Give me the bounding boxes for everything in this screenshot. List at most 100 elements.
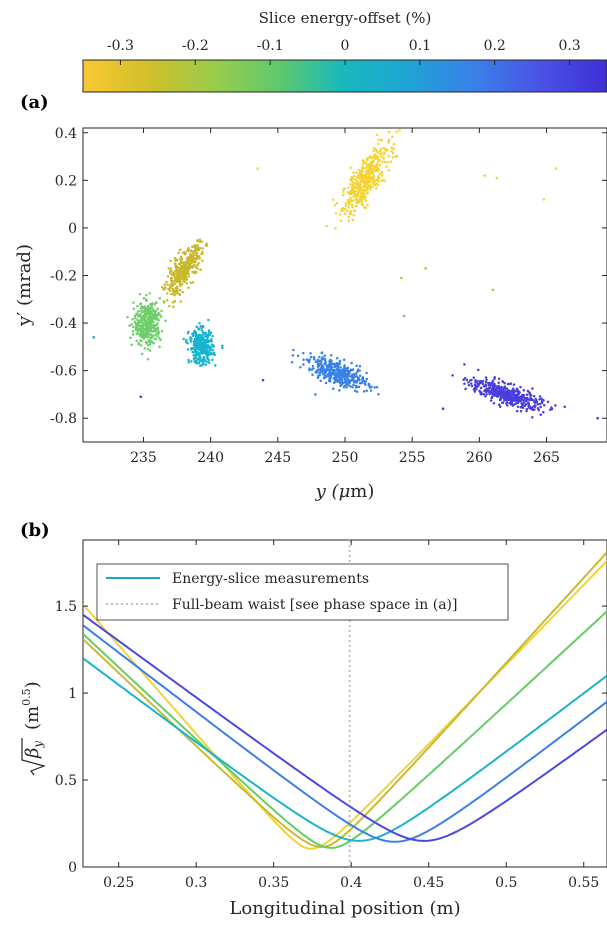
scatter-outlier (483, 174, 487, 177)
panel-a-ylabel: y′ (mrad) (14, 244, 35, 327)
scatter-point (529, 396, 532, 400)
scatter-point (200, 329, 204, 332)
scatter-point (367, 384, 371, 387)
scatter-point (183, 274, 187, 278)
scatter-point (318, 355, 321, 359)
scatter-point (362, 390, 366, 393)
scatter-point (197, 333, 201, 337)
scatter-point (395, 130, 398, 133)
scatter-point (338, 213, 342, 216)
panel-b-xlabel: Longitudinal position (m) (229, 898, 460, 919)
scatter-point (515, 393, 519, 397)
y-tick-label: 1.5 (55, 599, 77, 615)
scatter-point (550, 406, 553, 409)
scatter-point (149, 312, 153, 316)
scatter-point (178, 248, 182, 252)
scatter-point (381, 171, 384, 175)
scatter-point (524, 398, 528, 402)
scatter-point (152, 342, 155, 345)
scatter-point (390, 146, 393, 149)
scatter-point (189, 340, 193, 343)
scatter-outlier (424, 267, 427, 270)
scatter-point (360, 381, 364, 384)
scatter-point (135, 312, 138, 315)
scatter-point (197, 262, 200, 265)
scatter-point (187, 259, 190, 262)
scatter-point (493, 382, 496, 385)
scatter-point (170, 292, 173, 296)
scatter-point (195, 341, 198, 345)
scatter-point (158, 297, 162, 300)
scatter-point (364, 181, 367, 185)
scatter-point (357, 190, 360, 194)
scatter-point (357, 182, 360, 186)
scatter-point (509, 382, 512, 386)
scatter-point (179, 255, 183, 259)
scatter-point (153, 311, 156, 314)
scatter-point (356, 370, 359, 373)
scatter-point (347, 206, 350, 209)
scatter-point (327, 368, 331, 372)
scatter-point (538, 395, 542, 398)
scatter-point (194, 248, 198, 252)
scatter-point (354, 197, 358, 200)
scatter-outlier (314, 393, 317, 396)
scatter-point (302, 358, 305, 361)
scatter-point (149, 306, 153, 310)
scatter-point (153, 303, 157, 306)
scatter-point (391, 155, 394, 159)
scatter-point (130, 323, 133, 326)
scatter-point (309, 352, 312, 355)
scatter-point (147, 335, 150, 339)
scatter-point (177, 251, 181, 255)
scatter-point (538, 402, 542, 406)
scatter-point (463, 382, 466, 385)
scatter-point (350, 175, 353, 179)
scatter-point (527, 405, 531, 408)
scatter-point (505, 387, 509, 391)
y-tick-label: -0.2 (50, 268, 77, 284)
scatter-point (357, 174, 360, 177)
scatter-point (198, 346, 202, 349)
scatter-point (354, 372, 357, 375)
scatter-point (338, 376, 342, 380)
scatter-point (345, 386, 348, 389)
colorbar-tick-label: 0.3 (558, 38, 580, 54)
scatter-point (196, 351, 200, 354)
scatter-point (164, 319, 167, 322)
scatter-point (133, 320, 137, 323)
scatter-point (360, 173, 364, 176)
scatter-point (163, 287, 166, 291)
scatter-point (221, 344, 224, 348)
x-tick-label: 265 (533, 450, 560, 466)
scatter-point (540, 401, 544, 405)
beta-series-line (83, 560, 607, 850)
scatter-point (154, 337, 158, 340)
scatter-point (365, 377, 369, 381)
scatter-point (196, 239, 200, 243)
scatter-point (143, 313, 147, 317)
scatter-point (292, 348, 295, 352)
scatter-point (512, 383, 516, 386)
scatter-point (356, 368, 360, 371)
scatter-point (296, 354, 300, 357)
scatter-point (171, 290, 175, 293)
scatter-point (352, 380, 356, 384)
scatter-point (312, 357, 316, 361)
scatter-point (362, 379, 366, 383)
scatter-point (203, 332, 207, 336)
scatter-point (187, 286, 190, 290)
scatter-point (477, 383, 480, 386)
scatter-point (323, 370, 326, 374)
scatter-point (161, 285, 164, 289)
scatter-point (181, 291, 184, 294)
scatter-point (137, 343, 140, 346)
scatter-point (465, 378, 469, 382)
scatter-point (502, 387, 506, 390)
scatter-point (375, 157, 379, 160)
scatter-outlier (441, 407, 445, 410)
scatter-point (201, 250, 204, 254)
scatter-point (198, 322, 201, 325)
scatter-point (186, 331, 190, 335)
